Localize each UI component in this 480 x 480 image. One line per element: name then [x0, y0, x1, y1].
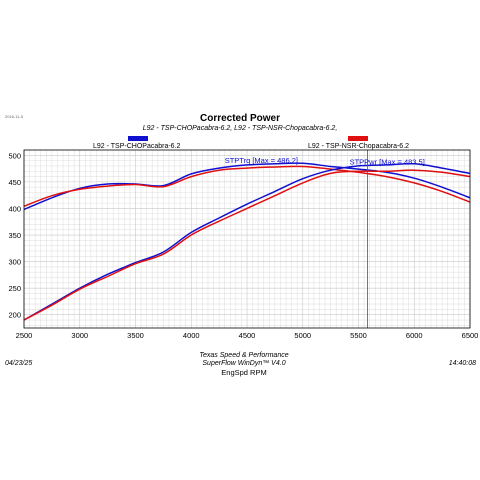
legend-label-2: L92 - TSP-NSR-Chopacabra-6.2	[308, 143, 409, 150]
x-tick-label: 2500	[16, 331, 33, 340]
annotation-pwr: STPPwr [Max = 483.5]	[350, 157, 425, 166]
x-tick-label: 5000	[294, 331, 311, 340]
series-layer	[23, 162, 471, 321]
grid	[23, 149, 471, 328]
footer-line-1: Texas Speed & Performance	[199, 352, 288, 359]
x-tick-label: 5500	[350, 331, 367, 340]
x-tick-label: 3000	[71, 331, 88, 340]
y-tick-label: 350	[8, 231, 21, 240]
legend-swatch-1	[128, 136, 148, 141]
plot-frame	[23, 149, 471, 329]
axis-ticks: 2500 3000 3500 4000 4500 5000 5500 6000 6500 200 2…	[8, 151, 478, 340]
x-tick-label: 6000	[406, 331, 423, 340]
y-tick-label: 300	[8, 258, 21, 267]
series-line-1	[23, 162, 471, 211]
date-label: 04/23/25	[5, 360, 32, 367]
legend-label-1: L92 - TSP-CHOPacabra-6.2	[93, 143, 181, 150]
y-tick-label: 400	[8, 204, 21, 213]
x-tick-label: 4500	[239, 331, 256, 340]
y-tick-label: 250	[8, 284, 21, 293]
series-line-4	[23, 169, 471, 321]
x-axis-label: EngSpd RPM	[221, 368, 266, 377]
y-tick-label: 450	[8, 178, 21, 187]
annotation-trq: STPTrq [Max = 486.2]	[225, 156, 298, 165]
legend-swatch-2	[348, 136, 368, 141]
chart-subtitle: L92 - TSP-CHOPacabra-6.2, L92 - TSP-NSR-…	[143, 125, 338, 132]
footer-line-2: SuperFlow WinDyn™ V4.0	[202, 360, 285, 367]
header-fragment: 2016-11-5	[5, 114, 24, 119]
x-tick-label: 6500	[462, 331, 479, 340]
x-tick-label: 4000	[183, 331, 200, 340]
x-tick-label: 3500	[127, 331, 144, 340]
series-line-2	[23, 165, 471, 208]
chart-title: Corrected Power	[200, 113, 280, 124]
time-label: 14:40:08	[449, 360, 476, 367]
y-tick-label: 500	[8, 151, 21, 160]
y-tick-label: 200	[8, 311, 21, 320]
series-line-3	[23, 162, 471, 321]
